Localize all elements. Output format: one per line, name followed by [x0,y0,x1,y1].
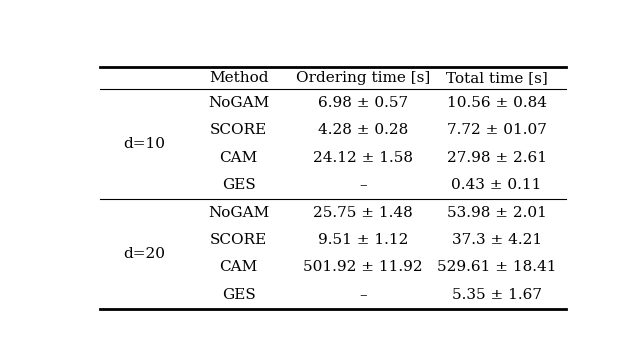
Text: NoGAM: NoGAM [208,206,269,220]
Text: GES: GES [222,288,255,302]
Text: 4.28 ± 0.28: 4.28 ± 0.28 [317,124,408,137]
Text: SCORE: SCORE [210,233,268,247]
Text: 25.75 ± 1.48: 25.75 ± 1.48 [313,206,413,220]
Text: 0.43 ± 0.11: 0.43 ± 0.11 [451,178,542,192]
Text: Ordering time [s]: Ordering time [s] [296,71,430,85]
Text: –: – [359,178,367,192]
Text: 7.72 ± 01.07: 7.72 ± 01.07 [447,124,547,137]
Text: –: – [359,288,367,302]
Text: 24.12 ± 1.58: 24.12 ± 1.58 [313,151,413,165]
Text: 53.98 ± 2.01: 53.98 ± 2.01 [447,206,547,220]
Text: Total time [s]: Total time [s] [446,71,547,85]
Text: 5.35 ± 1.67: 5.35 ± 1.67 [452,288,541,302]
Text: GES: GES [222,178,255,192]
Text: 529.61 ± 18.41: 529.61 ± 18.41 [437,261,556,274]
Text: Method: Method [209,71,268,85]
Text: NoGAM: NoGAM [208,96,269,110]
Text: 6.98 ± 0.57: 6.98 ± 0.57 [317,96,408,110]
Text: CAM: CAM [220,261,258,274]
Text: 9.51 ± 1.12: 9.51 ± 1.12 [317,233,408,247]
Text: d=10: d=10 [124,137,166,151]
Text: 27.98 ± 2.61: 27.98 ± 2.61 [447,151,547,165]
Text: SCORE: SCORE [210,124,268,137]
Text: CAM: CAM [220,151,258,165]
Text: d=20: d=20 [124,247,166,261]
Text: 37.3 ± 4.21: 37.3 ± 4.21 [452,233,541,247]
Text: 10.56 ± 0.84: 10.56 ± 0.84 [447,96,547,110]
Text: 501.92 ± 11.92: 501.92 ± 11.92 [303,261,422,274]
